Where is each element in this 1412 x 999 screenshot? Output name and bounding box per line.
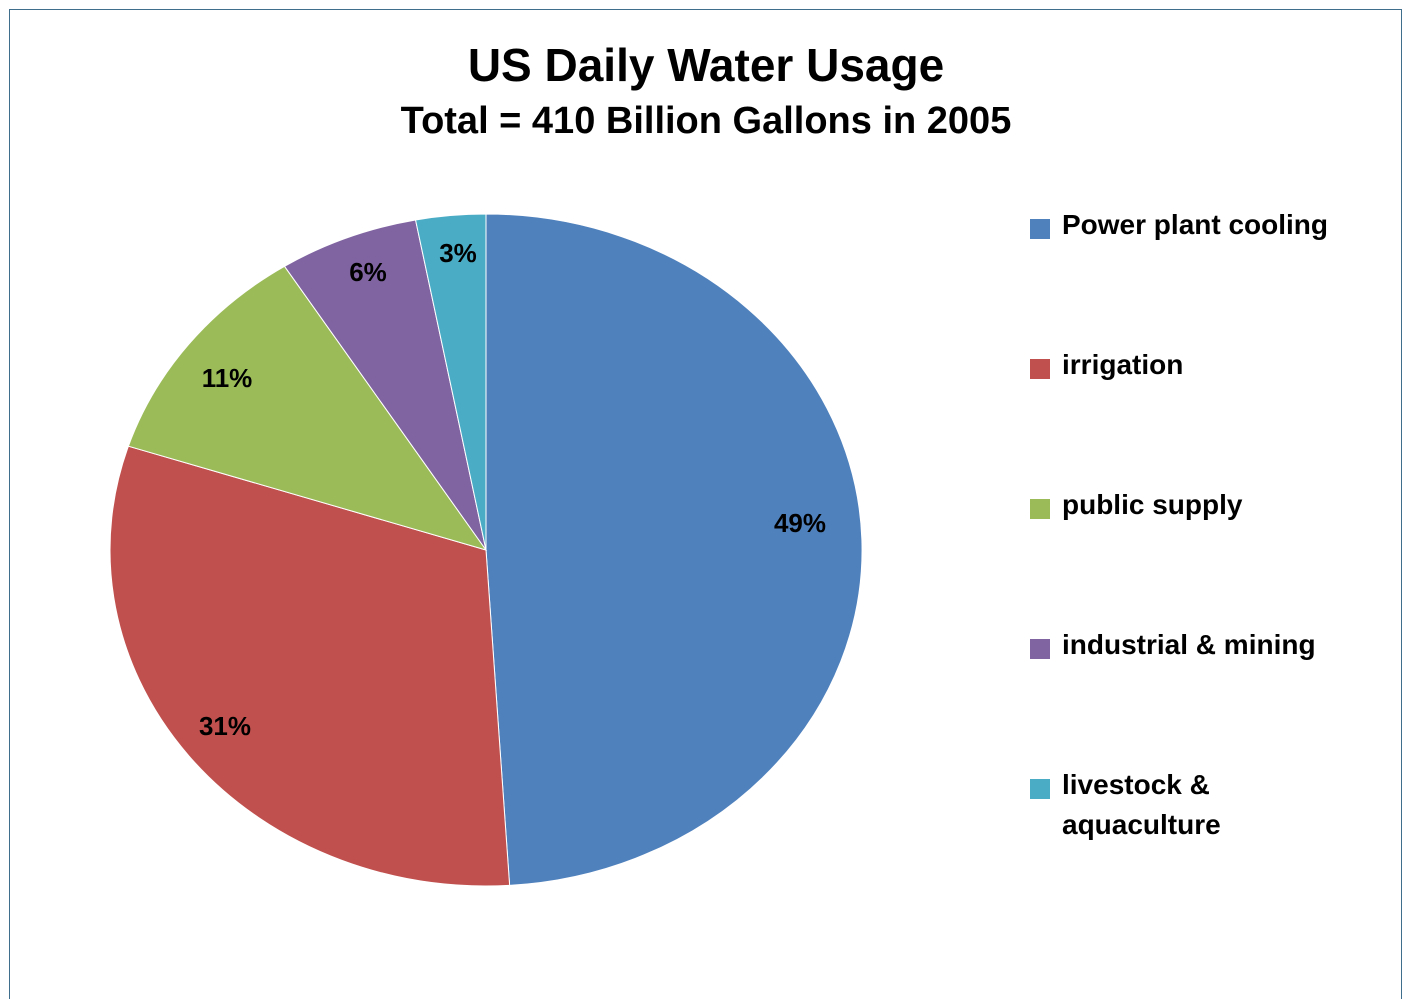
legend-label-line: livestock &	[1062, 769, 1210, 800]
data-label-livestock-aquaculture: 3%	[439, 238, 477, 268]
legend-label-line: irrigation	[1062, 349, 1184, 380]
pie-slice-irrigation	[109, 445, 511, 887]
legend-label-line: public supply	[1062, 489, 1243, 520]
pie-slice-power-plant-cooling	[485, 213, 863, 886]
legend-swatch-livestock-aquaculture	[1030, 779, 1050, 799]
legend-label-power-plant-cooling: Power plant cooling	[1062, 205, 1382, 245]
legend-label-public-supply: public supply	[1062, 485, 1382, 525]
data-label-industrial-mining: 6%	[349, 257, 387, 287]
data-label-irrigation: 31%	[199, 711, 251, 741]
chart-title: US Daily Water Usage	[467, 39, 945, 91]
legend-swatch-power-plant-cooling	[1030, 219, 1050, 239]
legend-label-irrigation: irrigation	[1062, 345, 1382, 385]
legend-label-line: Power plant cooling	[1062, 209, 1329, 240]
pie-slice-industrial-mining	[283, 219, 487, 551]
legend-label-line: industrial & mining	[1062, 629, 1316, 660]
data-label-power-plant-cooling: 49%	[774, 508, 826, 538]
legend-swatch-public-supply	[1030, 499, 1050, 519]
data-label-public-supply: 11%	[202, 363, 253, 393]
pie-slice-public-supply	[127, 265, 488, 551]
legend-label-livestock-aquaculture: livestock & aquaculture	[1062, 765, 1382, 845]
pie-slice-livestock-aquaculture	[414, 213, 487, 551]
legend-swatch-irrigation	[1030, 359, 1050, 379]
legend-label-line: aquaculture	[1062, 809, 1221, 840]
legend-swatch-industrial-mining	[1030, 639, 1050, 659]
chart-subtitle: Total = 410 Billion Gallons in 2005	[400, 100, 1012, 142]
legend-label-industrial-mining: industrial & mining	[1062, 625, 1382, 665]
